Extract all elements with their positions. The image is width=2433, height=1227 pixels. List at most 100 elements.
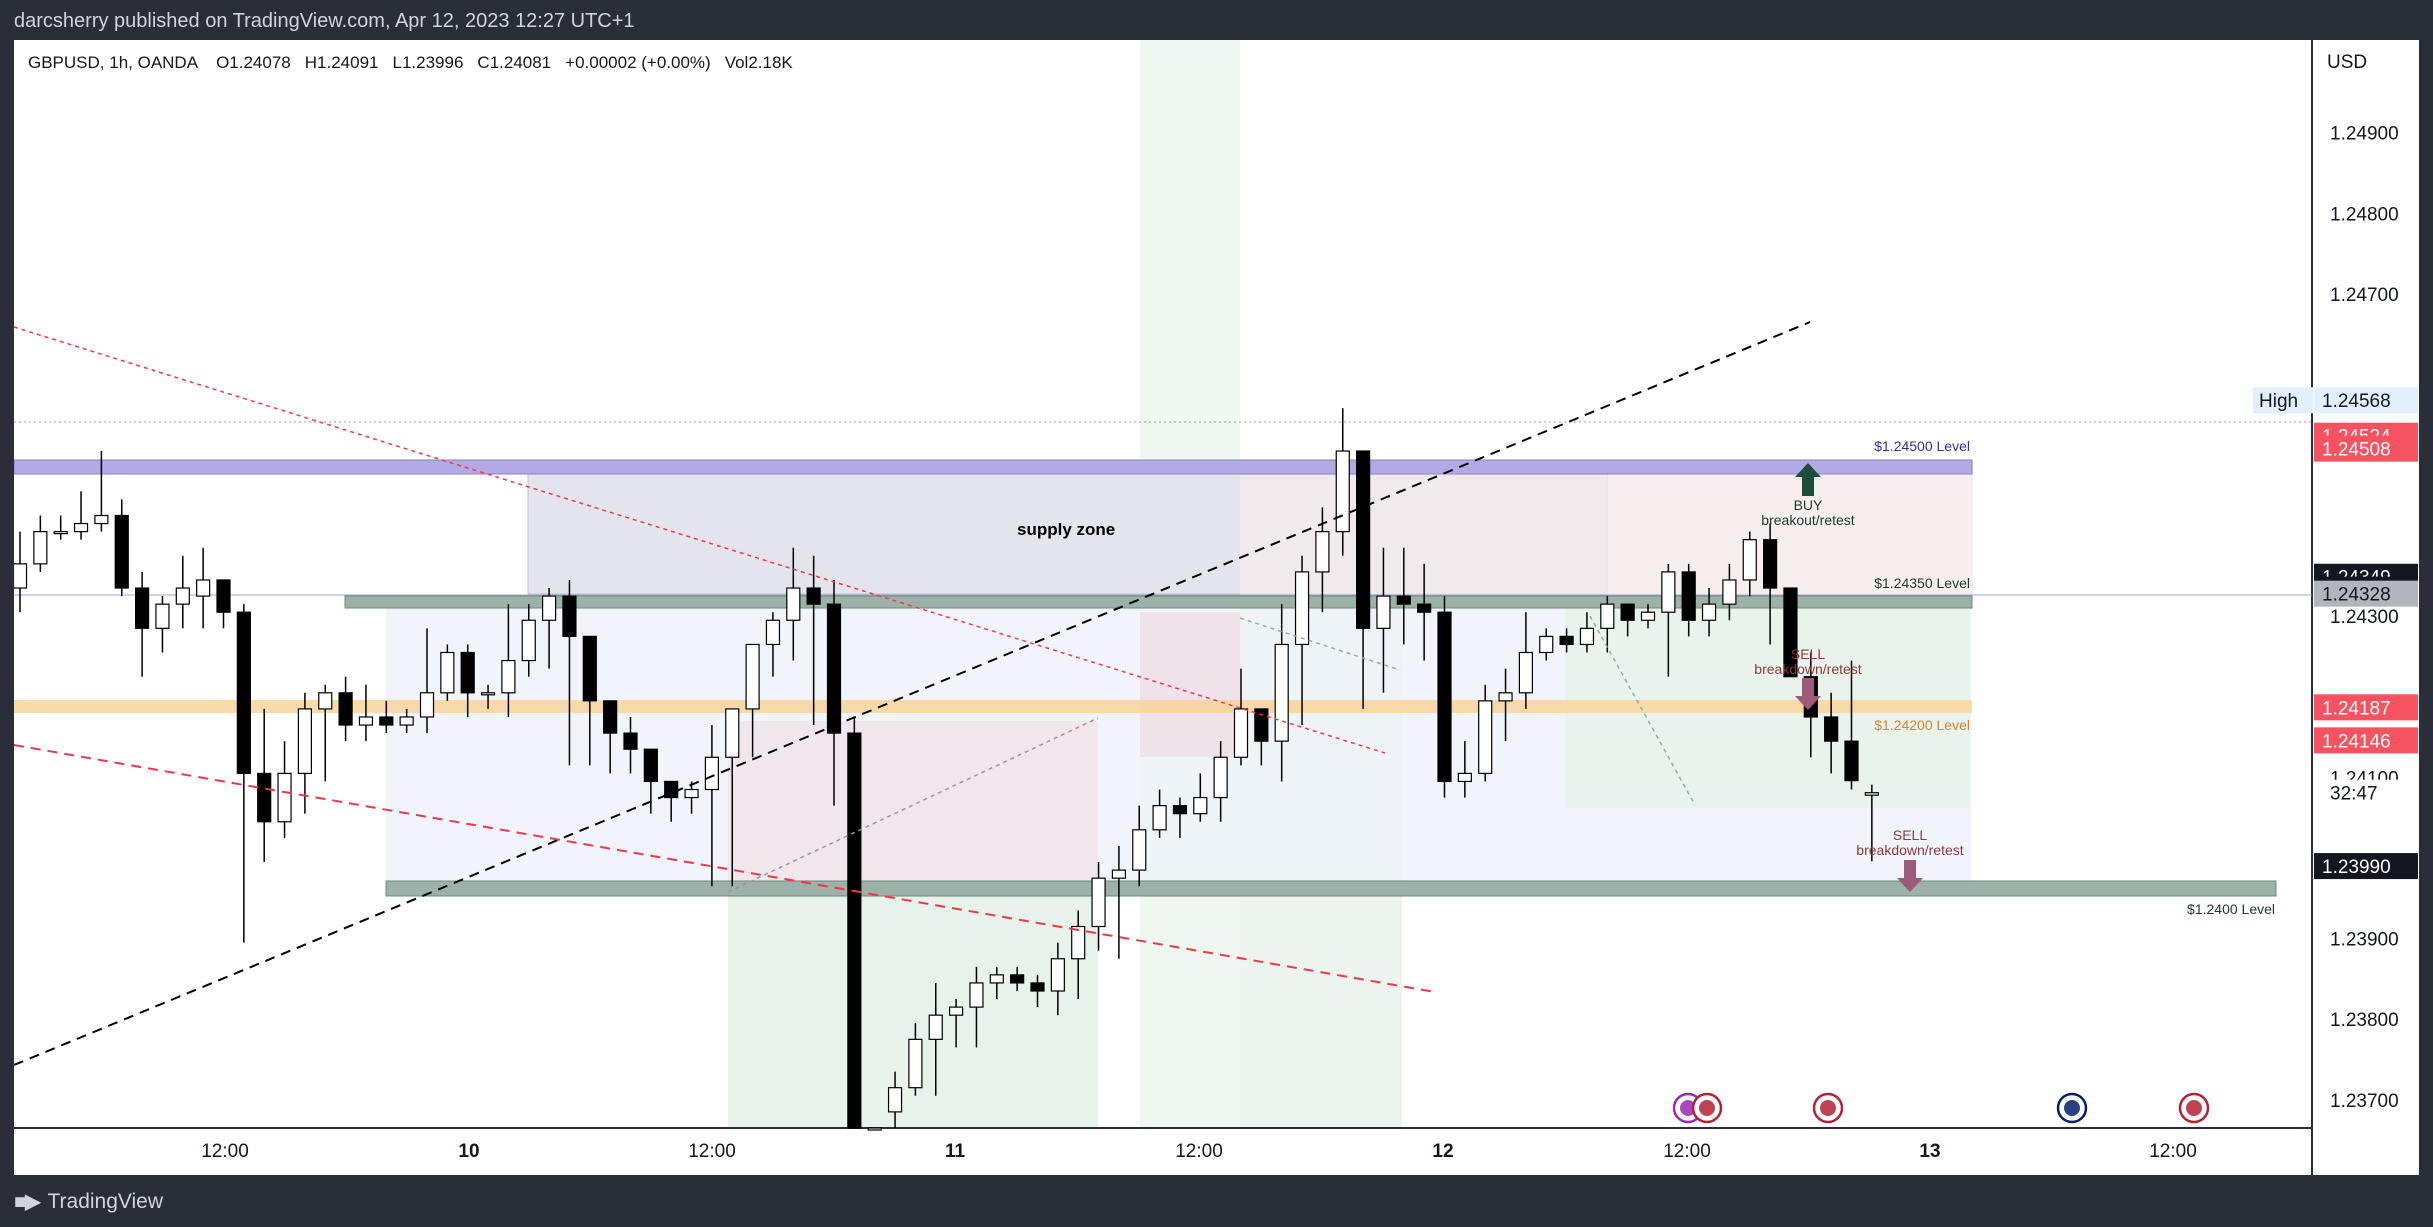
candle xyxy=(419,628,435,734)
candle-body xyxy=(1274,643,1289,742)
time-tick-label: 12:00 xyxy=(2149,1141,2197,1162)
time-tick-label: 12:00 xyxy=(1663,1141,1711,1162)
candle xyxy=(1315,507,1330,613)
candle xyxy=(623,716,638,774)
candle-body xyxy=(908,1038,923,1089)
candle-body xyxy=(826,603,842,734)
trendline-black-dashed[interactable] xyxy=(13,321,1811,1066)
price-badge-text: 1.23990 xyxy=(2322,857,2391,878)
candle xyxy=(948,999,964,1048)
candle xyxy=(1640,604,1656,629)
candle xyxy=(1010,966,1025,991)
candle xyxy=(1376,547,1391,693)
candle-body xyxy=(521,619,536,662)
candle xyxy=(928,982,943,1096)
trendline-red-dashed[interactable] xyxy=(13,744,1436,993)
candle-body xyxy=(1559,635,1574,646)
level-label-2400: $1.2400 Level xyxy=(2187,901,2275,917)
sell2-sub-label: breakdown/retest xyxy=(1856,842,1964,858)
candle xyxy=(684,781,699,814)
price-badge: 1.24187 xyxy=(2314,694,2418,721)
candle xyxy=(1701,588,1717,637)
candle xyxy=(725,708,740,887)
candle-body xyxy=(1762,539,1778,589)
candle-body xyxy=(1661,571,1676,613)
tradingview-logo-icon: ■▶ xyxy=(14,1191,40,1213)
candle-body xyxy=(1417,603,1432,613)
level-label-24350: $1.24350 Level xyxy=(1874,575,1970,591)
candle xyxy=(1152,789,1167,838)
us-flag-icon[interactable] xyxy=(1691,1092,1723,1124)
candle-body xyxy=(419,692,435,718)
candle xyxy=(216,579,231,629)
candle xyxy=(1233,668,1249,766)
candle-body xyxy=(1376,595,1391,629)
event-icons[interactable] xyxy=(1672,1092,2210,1124)
price-badge: 1.24146 xyxy=(2314,727,2418,754)
price-badge-text: 1.24568 xyxy=(2322,391,2391,412)
level-band-24350[interactable] xyxy=(344,595,1973,609)
candle xyxy=(1417,563,1432,661)
candle xyxy=(33,515,48,572)
candle xyxy=(1661,563,1676,677)
price-badge-text: 1.24328 xyxy=(2322,585,2391,606)
candle-body xyxy=(989,974,1004,984)
candle xyxy=(541,588,557,669)
range-box xyxy=(728,721,1098,893)
candle xyxy=(704,725,720,887)
candle-body xyxy=(399,716,414,726)
candle-body xyxy=(1701,603,1717,621)
candle xyxy=(1559,628,1574,653)
price-badge-text: 1.24146 xyxy=(2322,731,2391,752)
candle-body xyxy=(216,579,231,613)
time-axis-ticks: 12:00 10 12:00 11 12:00 12 12:00 13 12:00 xyxy=(201,1141,2197,1162)
price-chart[interactable]: supply zone $1.24500 Level $1.24350 Leve… xyxy=(12,40,2419,1175)
uk-flag-icon[interactable] xyxy=(2056,1092,2088,1124)
candle xyxy=(1478,684,1493,782)
candle xyxy=(826,579,842,806)
candle-body xyxy=(358,716,374,726)
candles-layer xyxy=(12,408,1879,1131)
candle xyxy=(318,684,333,782)
sell2-arrow-icon xyxy=(1897,860,1923,892)
candle xyxy=(480,684,496,709)
time-tick-label: 12:00 xyxy=(201,1141,249,1162)
brand[interactable]: ■▶ TradingView xyxy=(14,1189,163,1214)
candle xyxy=(1071,910,1086,1000)
price-badge: 1.24328 xyxy=(2314,580,2418,607)
candle-body xyxy=(318,692,333,710)
candle xyxy=(643,748,658,814)
candle xyxy=(12,531,28,613)
buy-sub-label: breakout/retest xyxy=(1761,512,1854,528)
price-badge-text: 1.24508 xyxy=(2322,440,2391,461)
us-flag-icon[interactable] xyxy=(1812,1092,1844,1124)
candle xyxy=(257,708,272,863)
candle-body xyxy=(1518,651,1534,694)
candle-body xyxy=(94,514,109,525)
candle xyxy=(1335,408,1350,556)
time-tick-label: 11 xyxy=(945,1141,966,1162)
level-label-24500: $1.24500 Level xyxy=(1874,438,1970,454)
level-band-2400[interactable] xyxy=(385,880,2277,897)
candle xyxy=(460,644,475,717)
price-badge: 1.23990 xyxy=(2314,853,2418,880)
candle xyxy=(562,579,577,766)
candle xyxy=(1600,596,1615,653)
us-flag-icon[interactable] xyxy=(2178,1092,2210,1124)
buy-label: BUY xyxy=(1794,497,1823,513)
candle xyxy=(786,547,801,661)
candle-body xyxy=(1111,869,1127,879)
price-tick-label: 1.24700 xyxy=(2330,285,2399,306)
candle xyxy=(1844,660,1859,790)
candle-body xyxy=(643,748,658,783)
level-band-24500[interactable] xyxy=(13,459,1973,475)
time-tick-label: 12:00 xyxy=(1175,1141,1223,1162)
candle-body xyxy=(53,531,68,535)
candle xyxy=(1254,708,1269,766)
candle-body xyxy=(114,514,129,589)
candle-body xyxy=(277,772,292,823)
candle xyxy=(277,741,292,838)
candle-body xyxy=(1172,805,1188,815)
candle-body xyxy=(948,1006,964,1016)
